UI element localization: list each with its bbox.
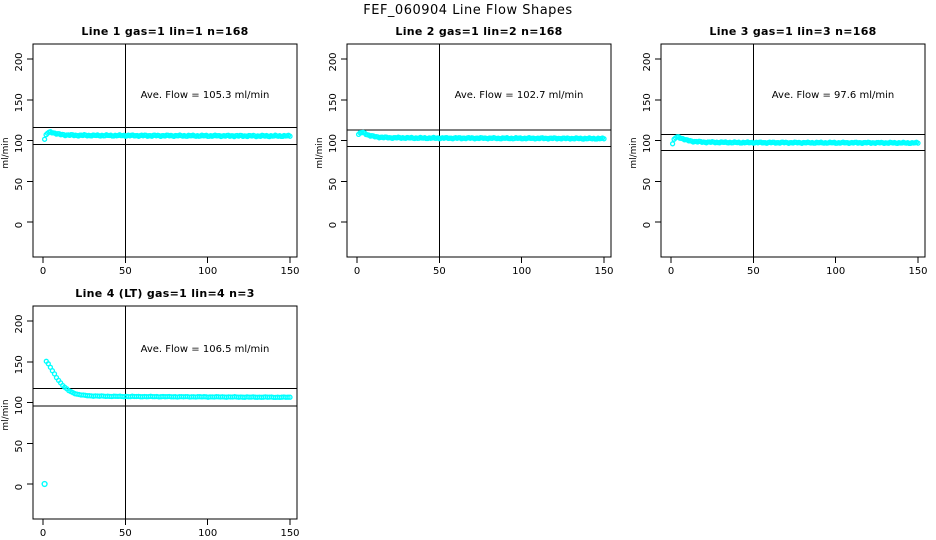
y-tick-label: 0 — [14, 484, 25, 490]
data-point — [287, 394, 293, 400]
data-series — [41, 358, 293, 488]
y-tick-label: 0 — [328, 222, 339, 228]
x-tick-label: 50 — [433, 266, 446, 277]
data-point — [41, 136, 48, 142]
data-series — [669, 134, 921, 147]
x-tick-label: 150 — [280, 266, 299, 277]
y-tick-label: 150 — [642, 93, 653, 112]
x-tick-label: 100 — [512, 266, 531, 277]
data-point — [669, 141, 676, 147]
ave-flow-annotation: Ave. Flow = 102.7 ml/min — [455, 90, 584, 101]
x-tick-label: 150 — [594, 266, 613, 277]
x-tick-label: 100 — [198, 528, 217, 539]
x-tick-label: 100 — [826, 266, 845, 277]
y-tick-label: 50 — [642, 178, 653, 191]
subplot-title: Line 3 gas=1 lin=3 n=168 — [709, 25, 876, 38]
x-tick-label: 150 — [280, 528, 299, 539]
data-point — [287, 133, 293, 139]
page-title: FEF_060904 Line Flow Shapes — [363, 3, 573, 18]
y-tick-label: 100 — [14, 134, 25, 153]
y-tick-label: 200 — [642, 52, 653, 71]
x-tick-label: 50 — [119, 266, 132, 277]
subplot-title: Line 4 (LT) gas=1 lin=4 n=3 — [75, 287, 254, 300]
ave-flow-annotation: Ave. Flow = 105.3 ml/min — [141, 90, 270, 101]
y-tick-label: 50 — [14, 440, 25, 453]
x-tick-label: 150 — [908, 266, 927, 277]
x-tick-label: 0 — [40, 528, 46, 539]
subplot-title: Line 1 gas=1 lin=1 n=168 — [81, 25, 248, 38]
y-tick-label: 0 — [642, 222, 653, 228]
plot-box — [32, 305, 298, 520]
data-series — [355, 129, 607, 142]
x-tick-label: 50 — [119, 528, 132, 539]
plot-box — [346, 43, 612, 258]
y-tick-label: 100 — [14, 396, 25, 415]
y-axis-label: ml/min — [315, 137, 325, 168]
x-tick-label: 0 — [668, 266, 674, 277]
y-tick-label: 50 — [14, 178, 25, 191]
outlier-data-point — [41, 480, 48, 488]
y-tick-label: 150 — [14, 355, 25, 374]
x-tick-label: 100 — [198, 266, 217, 277]
data-series — [41, 129, 293, 142]
ave-flow-annotation: Ave. Flow = 97.6 ml/min — [772, 90, 894, 101]
y-tick-label: 0 — [14, 222, 25, 228]
y-axis-label: ml/min — [629, 137, 639, 168]
y-tick-label: 150 — [328, 93, 339, 112]
y-tick-label: 200 — [328, 52, 339, 71]
y-tick-label: 50 — [328, 178, 339, 191]
subplot-title: Line 2 gas=1 lin=2 n=168 — [395, 25, 562, 38]
x-tick-label: 50 — [747, 266, 760, 277]
y-tick-label: 100 — [328, 134, 339, 153]
data-point — [285, 394, 291, 400]
subplot-line-4: Line 4 (LT) gas=1 lin=4 n=3 0 50 100 150 0 50 1… — [1, 287, 300, 539]
y-tick-label: 150 — [14, 93, 25, 112]
x-tick-label: 0 — [354, 266, 360, 277]
data-point — [915, 140, 921, 146]
subplot-line-1: Line 1 gas=1 lin=1 n=168 0 50 100 150 0 50 100 1… — [1, 25, 300, 277]
y-tick-label: 100 — [642, 134, 653, 153]
data-point — [601, 136, 607, 142]
y-axis-label: ml/min — [1, 137, 11, 168]
y-tick-label: 200 — [14, 314, 25, 333]
subplot-line-3: Line 3 gas=1 lin=3 n=168 0 50 100 150 0 50 100 1… — [629, 25, 928, 277]
subplot-line-2: Line 2 gas=1 lin=2 n=168 0 50 100 150 0 50 100 1… — [315, 25, 614, 277]
y-axis-label: ml/min — [1, 399, 11, 430]
ave-flow-annotation: Ave. Flow = 106.5 ml/min — [141, 344, 270, 355]
plot-box — [32, 43, 298, 258]
x-tick-label: 0 — [40, 266, 46, 277]
y-tick-label: 200 — [14, 52, 25, 71]
